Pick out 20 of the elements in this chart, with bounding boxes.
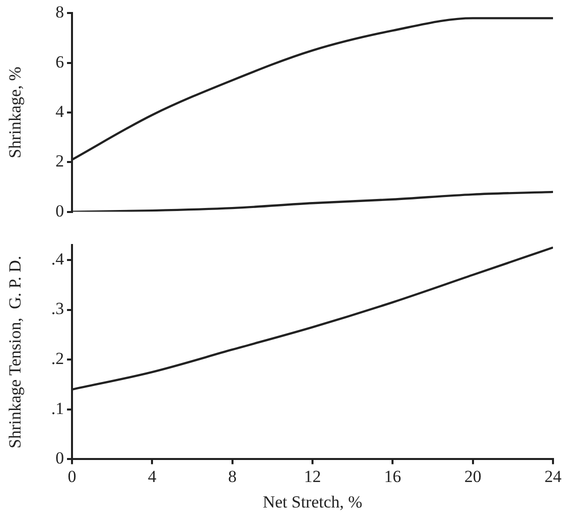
x-tick-label: 0 bbox=[68, 466, 76, 486]
x-tick-label: 8 bbox=[228, 466, 237, 486]
x-tick-label: 12 bbox=[304, 466, 321, 486]
y-tick-label: .3 bbox=[51, 299, 64, 318]
x-axis-title: Net Stretch, % bbox=[262, 492, 362, 512]
y-tick-label: 4 bbox=[56, 102, 64, 121]
y-tick-label: 6 bbox=[56, 52, 64, 72]
y-tick-label: 0 bbox=[56, 448, 64, 468]
x-tick-label: 24 bbox=[544, 466, 562, 486]
y-axis-title: Shrinkage, % bbox=[6, 66, 25, 158]
x-tick-label: 20 bbox=[464, 466, 482, 486]
y-axis-title: Shrinkage Tension, G. P. D. bbox=[6, 256, 25, 448]
y-tick-label: 8 bbox=[56, 2, 64, 22]
y-tick-label: .4 bbox=[51, 249, 64, 268]
y-tick-label: .1 bbox=[51, 398, 64, 418]
y-tick-label: 0 bbox=[56, 201, 64, 220]
y-tick-label: .2 bbox=[51, 349, 64, 368]
x-tick-label: 16 bbox=[384, 466, 402, 486]
y-tick-label: 2 bbox=[56, 152, 64, 171]
x-tick-label: 4 bbox=[148, 466, 157, 486]
